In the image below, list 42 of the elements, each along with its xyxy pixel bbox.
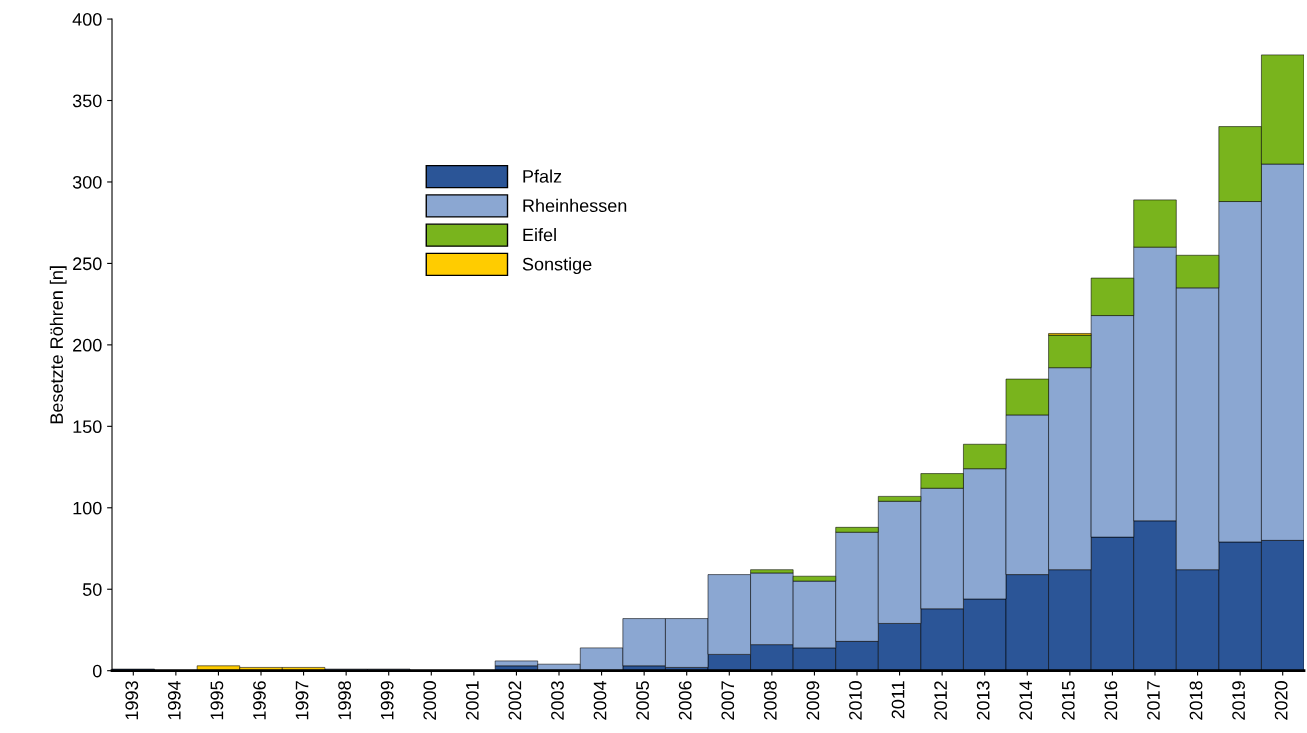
x-tick-label: 2013 xyxy=(976,681,990,720)
x-tick-label: 2015 xyxy=(1061,681,1075,720)
x-tick-label: 2017 xyxy=(1147,681,1160,720)
y-tick-label: 350 xyxy=(72,94,102,108)
x-tick-label: 1996 xyxy=(253,681,266,720)
x-tick-label: 2020 xyxy=(1274,681,1288,720)
x-tick-label: 2005 xyxy=(636,681,649,720)
y-tick-label: 150 xyxy=(73,420,102,434)
x-tick-label: 1994 xyxy=(167,680,181,720)
x-tick-label: 2006 xyxy=(678,681,692,720)
x-tick-label: 2009 xyxy=(806,681,820,720)
legend-label: Rheinhessen xyxy=(523,198,627,213)
legend-label: Sonstige xyxy=(522,257,592,275)
x-tick-label: 1993 xyxy=(125,681,139,720)
y-tick-label: 400 xyxy=(72,12,102,26)
x-tick-label: 2010 xyxy=(849,681,862,720)
x-tick-label: 2002 xyxy=(508,681,522,720)
y-tick-label: 250 xyxy=(73,257,102,271)
x-tick-label: 2008 xyxy=(763,681,777,720)
legend-label: Pfalz xyxy=(523,169,562,183)
x-tick-label: 2019 xyxy=(1232,681,1245,720)
x-tick-label: 2011 xyxy=(891,681,905,719)
y-tick-label: 100 xyxy=(73,501,102,515)
x-tick-label: 2016 xyxy=(1104,681,1118,720)
y-tick-label: 50 xyxy=(82,583,102,596)
legend-label: Eifel xyxy=(523,228,556,242)
x-tick-label: 2003 xyxy=(551,681,564,720)
x-tick-label: 1998 xyxy=(338,681,351,720)
x-tick-label: 2014 xyxy=(1019,680,1033,720)
x-tick-label: 2004 xyxy=(593,680,607,720)
x-tick-label: 2001 xyxy=(465,681,479,720)
y-tick-label: 200 xyxy=(73,338,102,352)
x-tick-label: 2000 xyxy=(423,681,437,720)
x-tick-label: 1999 xyxy=(380,681,394,720)
x-tick-label: 1995 xyxy=(210,681,224,720)
y-tick-label: 300 xyxy=(72,175,102,189)
x-tick-label: 2012 xyxy=(934,681,947,720)
x-tick-label: 2007 xyxy=(721,681,735,720)
x-tick-label: 1997 xyxy=(295,681,309,720)
x-tick-label: 2018 xyxy=(1189,681,1203,720)
y-tick-label: 0 xyxy=(92,664,102,678)
y-axis-title: Besetzte Röhren [n] xyxy=(49,266,67,424)
